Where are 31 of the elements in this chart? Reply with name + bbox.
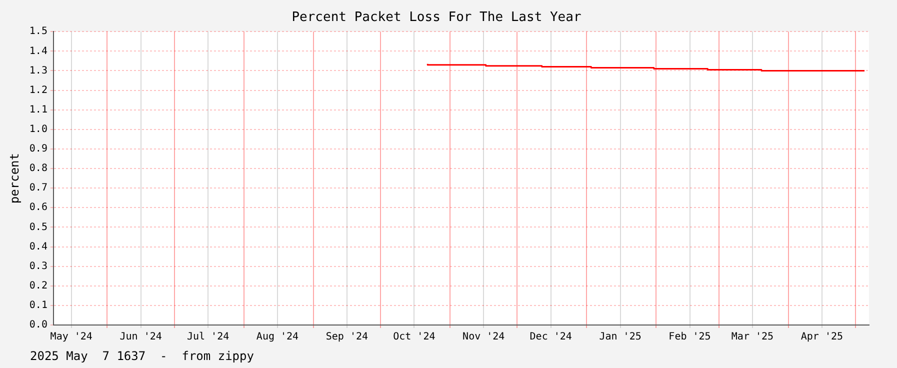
y-tick-label: 0.3 (29, 260, 48, 272)
y-tick-label: 0.5 (29, 222, 48, 233)
x-tick-label: Dec '24 (530, 332, 572, 343)
y-tick-label: 1.2 (29, 84, 48, 96)
x-tick-label: Jan '25 (599, 332, 642, 343)
y-tick-label: 1.0 (29, 124, 48, 135)
y-tick-label: 0.0 (29, 320, 48, 331)
x-tick-label: Oct '24 (393, 332, 436, 343)
x-tick-label: Aug '24 (256, 332, 299, 343)
y-tick-label: 0.1 (29, 300, 48, 312)
y-tick-label: 0.6 (29, 202, 48, 214)
y-tick-label: 0.2 (29, 280, 48, 292)
text: 2025 May 7 1637 - from zippy (30, 349, 254, 363)
y-tick-label: 0.4 (29, 241, 48, 252)
y-axis-title: percent (7, 153, 22, 204)
x-tick-label: Jun '24 (120, 332, 162, 343)
x-tick-label: Nov '24 (462, 332, 505, 343)
y-tick-label: 0.7 (29, 182, 48, 194)
x-tick-label: Apr '25 (800, 332, 844, 343)
y-tick-label: 1.4 (29, 46, 48, 57)
chart-title: Percent Packet Loss For The Last Year (292, 10, 582, 26)
x-tick-label: Jul '24 (186, 332, 230, 343)
y-tick-label: 0.9 (29, 144, 48, 155)
y-tick-label: 1.5 (29, 26, 48, 38)
x-tick-label: Sep '24 (326, 332, 368, 343)
y-tick-label: 1.1 (29, 104, 48, 116)
x-tick-label: May '24 (50, 332, 92, 343)
x-tick-label: Mar '25 (731, 332, 774, 343)
y-tick-label: 1.3 (29, 65, 48, 76)
y-tick-label: 0.8 (29, 163, 48, 174)
x-tick-label: Feb '25 (668, 332, 711, 343)
